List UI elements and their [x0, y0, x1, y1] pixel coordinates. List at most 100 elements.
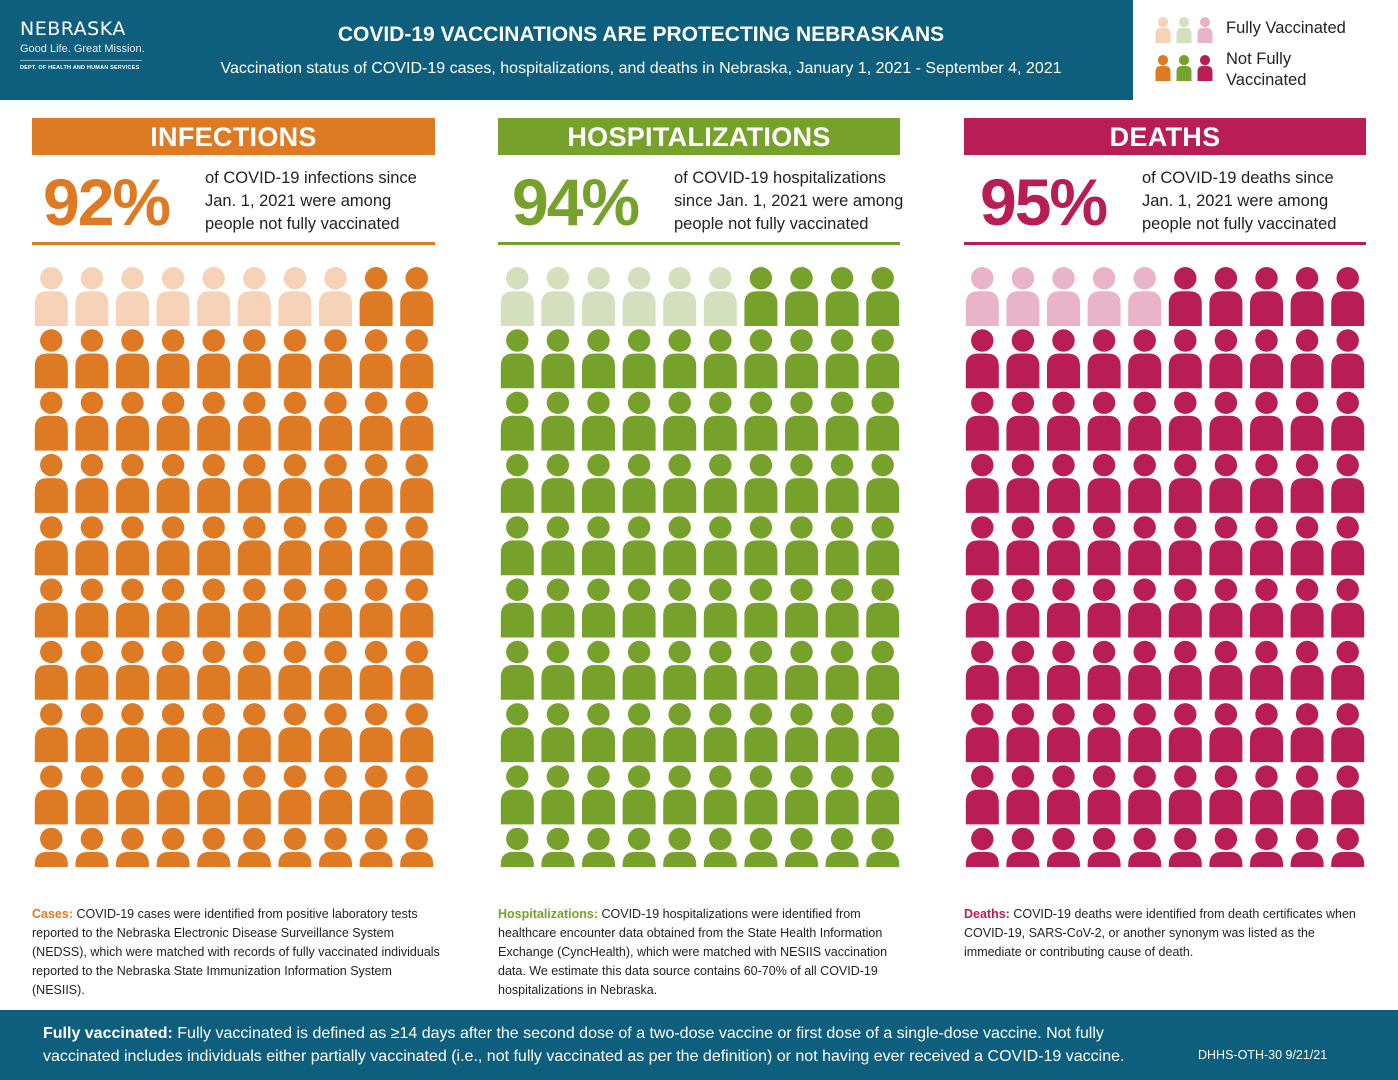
hospitalizations-person-not-fully-58: [785, 578, 818, 638]
deaths-person-not-fully-63: [1047, 640, 1080, 700]
infections-person-not-fully-22: [75, 391, 109, 451]
deaths-person-not-fully-11: [965, 329, 999, 389]
deaths-person-fully-2: [1006, 267, 1040, 326]
deaths-person-not-fully-78: [1250, 703, 1283, 763]
hospitalizations-person-not-fully-49: [825, 516, 859, 576]
infections-person-not-fully-27: [278, 391, 312, 451]
hospitalizations-person-not-fully-97: [744, 827, 778, 867]
deaths-person-not-fully-94: [1087, 827, 1121, 867]
hospitalizations-person-not-fully-22: [541, 391, 575, 451]
deaths-person-not-fully-75: [1128, 703, 1162, 763]
deaths-person-not-fully-97: [1209, 827, 1243, 867]
hospitalizations-person-not-fully-53: [582, 578, 615, 638]
hospitalizations-person-not-fully-81: [500, 765, 534, 825]
hospitalizations-person-not-fully-50: [866, 516, 900, 576]
deaths-person-not-fully-35: [1128, 453, 1162, 513]
infections-person-not-fully-77: [278, 703, 312, 763]
deaths-person-not-fully-27: [1209, 391, 1243, 451]
deaths-divider: [964, 242, 1366, 245]
deaths-person-not-fully-34: [1087, 453, 1121, 513]
infections-person-not-fully-31: [34, 453, 68, 513]
deaths-person-not-fully-53: [1047, 578, 1080, 638]
deaths-person-not-fully-65: [1128, 640, 1162, 700]
deaths-person-fully-1: [965, 267, 999, 326]
hospitalizations-person-not-fully-16: [703, 329, 737, 389]
infections-person-not-fully-68: [319, 640, 352, 700]
hospitalizations-person-not-fully-46: [703, 516, 737, 576]
deaths-person-not-fully-24: [1087, 391, 1121, 451]
deaths-person-not-fully-31: [965, 453, 999, 513]
deaths-person-not-fully-82: [1006, 765, 1040, 825]
hospitalizations-person-not-fully-13: [582, 329, 615, 389]
deaths-person-not-fully-18: [1250, 329, 1283, 389]
infections-person-fully-2: [75, 267, 109, 326]
deaths-person-not-fully-33: [1047, 453, 1080, 513]
infections-note: Cases: COVID-19 cases were identified fr…: [32, 905, 442, 1000]
hospitalizations-person-not-fully-59: [825, 578, 859, 638]
deaths-person-not-fully-48: [1250, 516, 1283, 576]
deaths-person-not-fully-28: [1250, 391, 1283, 451]
header-banner: NEBRASKA Good Life. Great Mission. DEPT.…: [0, 0, 1133, 100]
legend-fully-icon: [1155, 17, 1213, 43]
hospitalizations-person-not-fully-40: [866, 453, 900, 513]
hospitalizations-person-not-fully-91: [500, 827, 534, 867]
deaths-person-not-fully-16: [1168, 329, 1202, 389]
infections-person-not-fully-90: [400, 765, 434, 825]
infections-person-not-fully-88: [319, 765, 352, 825]
deaths-description: of COVID-19 deaths since Jan. 1, 2021 we…: [1142, 167, 1336, 236]
hospitalizations-note: Hospitalizations: COVID-19 hospitalizati…: [498, 905, 908, 1000]
hospitalizations-person-not-fully-29: [825, 391, 859, 451]
hospitalizations-pictograph: [500, 267, 900, 867]
deaths-person-not-fully-91: [965, 827, 999, 867]
deaths-person-not-fully-25: [1128, 391, 1162, 451]
legend-fully-label: Fully Vaccinated: [1226, 19, 1346, 37]
hospitalizations-person-not-fully-75: [663, 703, 697, 763]
deaths-person-fully-5: [1128, 267, 1162, 326]
infections-person-not-fully-95: [197, 827, 231, 867]
deaths-person-not-fully-89: [1290, 765, 1324, 825]
infections-person-not-fully-82: [75, 765, 109, 825]
deaths-person-not-fully-26: [1168, 391, 1202, 451]
infections-person-not-fully-33: [116, 453, 149, 513]
hospitalizations-person-not-fully-45: [663, 516, 697, 576]
hospitalizations-person-not-fully-30: [866, 391, 900, 451]
deaths-person-not-fully-79: [1290, 703, 1324, 763]
infections-person-not-fully-89: [359, 765, 393, 825]
infections-banner: INFECTIONS: [32, 118, 435, 155]
infections-person-not-fully-85: [197, 765, 231, 825]
deaths-person-not-fully-6: [1168, 267, 1202, 326]
infections-person-not-fully-34: [156, 453, 190, 513]
hospitalizations-person-fully-3: [582, 267, 615, 326]
deaths-person-not-fully-49: [1290, 516, 1324, 576]
infections-person-not-fully-21: [34, 391, 68, 451]
nebraska-logo: NEBRASKA Good Life. Great Mission. DEPT.…: [20, 18, 150, 71]
page-title: COVID-19 VACCINATIONS ARE PROTECTING NEB…: [337, 23, 945, 46]
legend-fully-person-3: [1197, 17, 1213, 43]
deaths-person-not-fully-59: [1290, 578, 1324, 638]
hospitalizations-person-fully-6: [703, 267, 737, 326]
hospitalizations-person-not-fully-68: [785, 640, 818, 700]
infections-person-not-fully-17: [278, 329, 312, 389]
hospitalizations-person-not-fully-80: [866, 703, 900, 763]
hospitalizations-person-not-fully-96: [703, 827, 737, 867]
infections-person-not-fully-36: [237, 453, 271, 513]
deaths-person-not-fully-55: [1128, 578, 1162, 638]
deaths-person-not-fully-56: [1168, 578, 1202, 638]
hospitalizations-person-not-fully-74: [622, 703, 656, 763]
hospitalizations-person-not-fully-38: [785, 453, 818, 513]
infections-person-not-fully-50: [400, 516, 434, 576]
deaths-person-not-fully-86: [1168, 765, 1202, 825]
hospitalizations-person-not-fully-52: [541, 578, 575, 638]
footer-lead: Fully vaccinated:: [43, 1025, 173, 1042]
deaths-person-not-fully-84: [1087, 765, 1121, 825]
hospitalizations-person-not-fully-86: [703, 765, 737, 825]
hospitalizations-person-not-fully-98: [785, 827, 818, 867]
hospitalizations-person-not-fully-65: [663, 640, 697, 700]
deaths-person-not-fully-46: [1168, 516, 1202, 576]
legend-not-fully-person-2: [1176, 55, 1192, 81]
hospitalizations-person-not-fully-28: [785, 391, 818, 451]
deaths-person-not-fully-44: [1087, 516, 1121, 576]
hospitalizations-person-not-fully-41: [500, 516, 534, 576]
deaths-desc-line-2: Jan. 1, 2021 were among: [1142, 192, 1329, 210]
infections-person-not-fully-63: [116, 640, 149, 700]
